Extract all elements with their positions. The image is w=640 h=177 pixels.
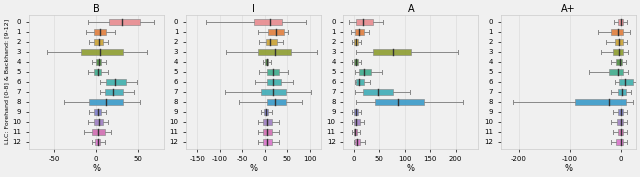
FancyBboxPatch shape [96, 59, 101, 65]
Y-axis label: LLC: Forehand [0-8] & Backhand: [9-12]: LLC: Forehand [0-8] & Backhand: [9-12] [4, 19, 9, 144]
FancyBboxPatch shape [375, 99, 424, 105]
FancyBboxPatch shape [616, 39, 623, 45]
FancyBboxPatch shape [265, 59, 268, 65]
FancyBboxPatch shape [267, 79, 280, 85]
FancyBboxPatch shape [253, 19, 282, 25]
X-axis label: %: % [250, 164, 257, 173]
FancyBboxPatch shape [616, 139, 623, 145]
FancyBboxPatch shape [267, 69, 279, 75]
FancyBboxPatch shape [358, 69, 371, 75]
FancyBboxPatch shape [106, 79, 125, 85]
FancyBboxPatch shape [93, 109, 101, 115]
FancyBboxPatch shape [616, 59, 622, 65]
FancyBboxPatch shape [93, 29, 106, 35]
FancyBboxPatch shape [618, 89, 626, 95]
FancyBboxPatch shape [363, 89, 394, 95]
FancyBboxPatch shape [95, 139, 100, 145]
FancyBboxPatch shape [618, 129, 623, 135]
FancyBboxPatch shape [263, 119, 272, 125]
FancyBboxPatch shape [354, 109, 358, 115]
X-axis label: %: % [564, 164, 572, 173]
FancyBboxPatch shape [613, 49, 623, 55]
Title: A: A [408, 4, 414, 14]
FancyBboxPatch shape [261, 89, 287, 95]
FancyBboxPatch shape [355, 29, 364, 35]
X-axis label: %: % [407, 164, 415, 173]
FancyBboxPatch shape [90, 99, 123, 105]
FancyBboxPatch shape [93, 119, 103, 125]
FancyBboxPatch shape [373, 49, 411, 55]
FancyBboxPatch shape [258, 49, 291, 55]
FancyBboxPatch shape [354, 59, 358, 65]
FancyBboxPatch shape [263, 139, 272, 145]
Title: B: B [93, 4, 100, 14]
FancyBboxPatch shape [575, 99, 626, 105]
FancyBboxPatch shape [355, 139, 360, 145]
FancyBboxPatch shape [267, 99, 287, 105]
FancyBboxPatch shape [93, 69, 101, 75]
FancyBboxPatch shape [109, 19, 140, 25]
FancyBboxPatch shape [264, 109, 268, 115]
FancyBboxPatch shape [611, 29, 623, 35]
FancyBboxPatch shape [266, 39, 277, 45]
Title: A+: A+ [561, 4, 575, 14]
FancyBboxPatch shape [263, 129, 272, 135]
FancyBboxPatch shape [92, 129, 104, 135]
FancyBboxPatch shape [619, 79, 634, 85]
FancyBboxPatch shape [81, 49, 123, 55]
FancyBboxPatch shape [353, 129, 356, 135]
FancyBboxPatch shape [618, 119, 623, 125]
FancyBboxPatch shape [356, 19, 373, 25]
FancyBboxPatch shape [354, 39, 358, 45]
FancyBboxPatch shape [354, 119, 360, 125]
FancyBboxPatch shape [104, 89, 123, 95]
FancyBboxPatch shape [609, 69, 623, 75]
FancyBboxPatch shape [95, 39, 103, 45]
FancyBboxPatch shape [356, 79, 364, 85]
FancyBboxPatch shape [618, 19, 623, 25]
FancyBboxPatch shape [618, 109, 623, 115]
X-axis label: %: % [92, 164, 100, 173]
FancyBboxPatch shape [268, 29, 284, 35]
Title: I: I [252, 4, 255, 14]
